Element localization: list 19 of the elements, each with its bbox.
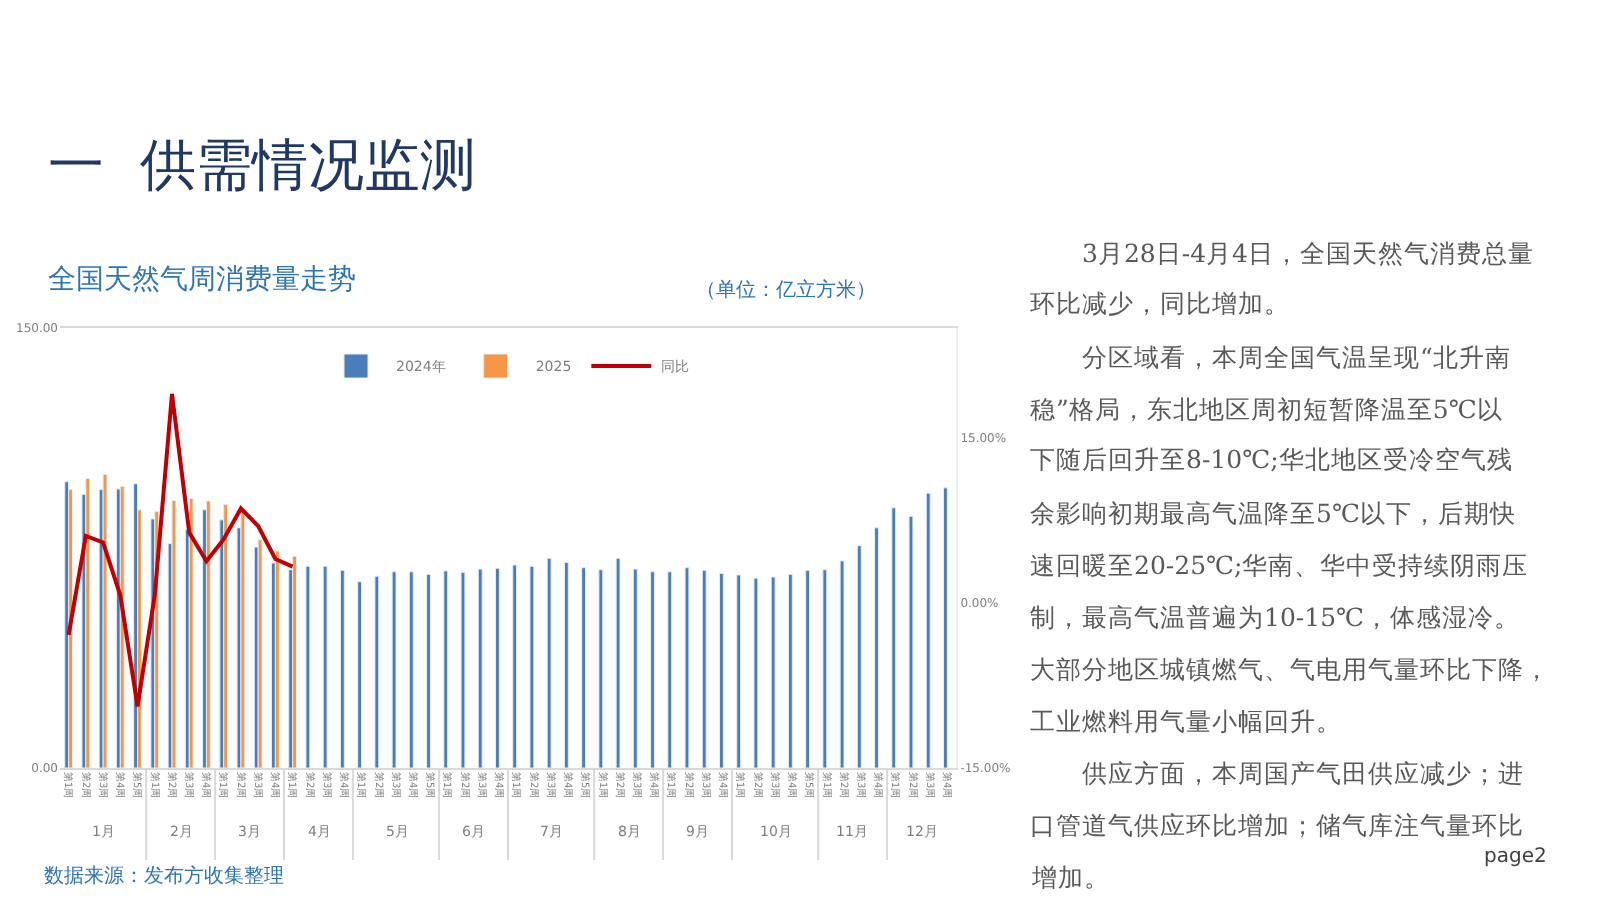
- text: 速回暖至20-25℃;华南、华中受持续阴雨压: [1030, 550, 1529, 580]
- text: 增加。: [1030, 862, 1110, 892]
- source-note: 数据来源：发布方收集整理: [44, 864, 284, 888]
- text: 制，最高气温普遍为10-15℃，体感湿冷。: [1030, 602, 1521, 632]
- text: 大部分地区城镇燃气、气电用气量环比下降，: [1030, 654, 1550, 684]
- text: 供应方面，本周国产气田供应减少；进: [1030, 758, 1524, 788]
- text: 环比减少，同比增加。: [1030, 288, 1290, 318]
- text: 工业燃料用气量小幅回升。: [1030, 706, 1342, 736]
- text: page2: [1484, 846, 1547, 868]
- chart-title: 一 供需情况监测: [48, 132, 476, 198]
- text: 口管道气供应环比增加；储气库注气量环比: [1030, 810, 1524, 840]
- text: 稳”格局，东北地区周初短暂降温至5℃以: [1030, 394, 1503, 424]
- text: 3月28日-4月4日，全国天然气消费总量: [1030, 238, 1534, 268]
- line-series: [66, 392, 295, 709]
- text: （单位：亿立方米）: [696, 278, 876, 302]
- text: 分区域看，本周全国气温呈现“北升南: [1030, 342, 1511, 372]
- text: 余影响初期最高气温降至5℃以下，后期快: [1030, 498, 1516, 528]
- chart-subtitle: 全国天然气周消费量走势: [48, 264, 356, 296]
- text: 下随后回升至8-10℃;华北地区受冷空气残: [1030, 444, 1513, 474]
